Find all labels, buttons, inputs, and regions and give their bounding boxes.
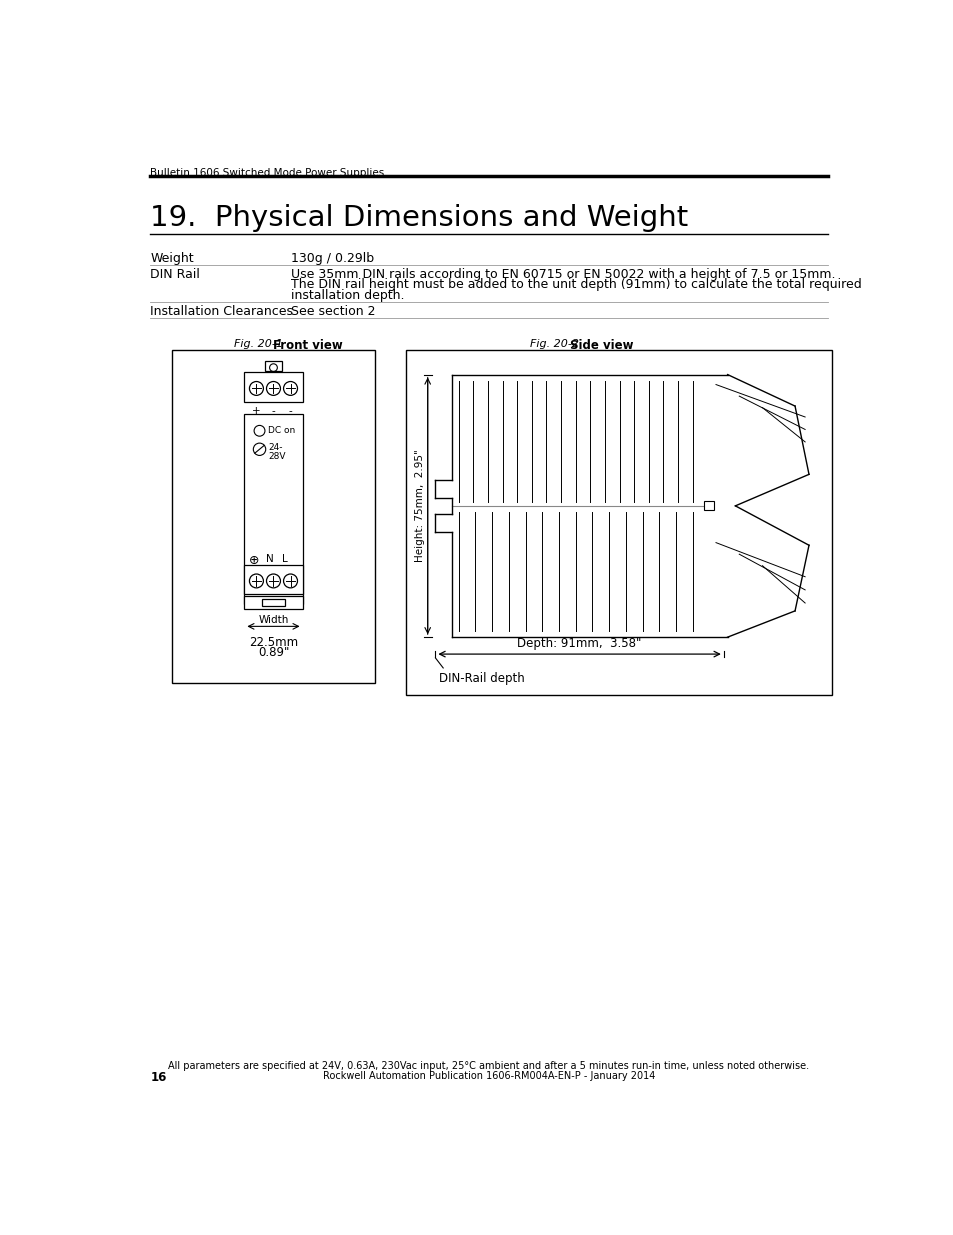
Text: ⊕: ⊕ bbox=[249, 555, 259, 567]
Text: L: L bbox=[282, 555, 288, 564]
Text: 28V: 28V bbox=[268, 452, 285, 461]
Text: Installation Clearances: Installation Clearances bbox=[150, 305, 293, 319]
Text: 0.89": 0.89" bbox=[257, 646, 289, 658]
Bar bbox=[703, 501, 713, 510]
Text: Fig. 20-1: Fig. 20-1 bbox=[233, 340, 283, 350]
Text: 24-: 24- bbox=[268, 443, 282, 452]
Text: Side view: Side view bbox=[570, 340, 633, 352]
Bar bbox=[244, 564, 302, 594]
Text: DIN Rail: DIN Rail bbox=[150, 268, 200, 280]
Text: DC on: DC on bbox=[268, 426, 295, 435]
Text: Rockwell Automation Publication 1606-RM004A-EN-P - January 2014: Rockwell Automation Publication 1606-RM0… bbox=[322, 1072, 655, 1082]
Bar bbox=[244, 597, 302, 609]
Text: +: + bbox=[252, 406, 260, 416]
Text: Use 35mm DIN rails according to EN 60715 or EN 50022 with a height of 7.5 or 15m: Use 35mm DIN rails according to EN 60715… bbox=[291, 268, 835, 280]
Text: DIN-Rail depth: DIN-Rail depth bbox=[439, 672, 524, 684]
Text: 19.  Physical Dimensions and Weight: 19. Physical Dimensions and Weight bbox=[150, 204, 688, 232]
Text: Depth: 91mm,  3.58": Depth: 91mm, 3.58" bbox=[517, 637, 641, 651]
Text: installation depth.: installation depth. bbox=[291, 289, 404, 303]
Bar bbox=[172, 350, 375, 683]
Text: 22.5mm: 22.5mm bbox=[249, 636, 297, 650]
Text: -: - bbox=[272, 406, 275, 416]
Text: The DIN rail height must be added to the unit depth (91mm) to calculate the tota: The DIN rail height must be added to the… bbox=[291, 278, 862, 291]
Text: 130g / 0.29lb: 130g / 0.29lb bbox=[291, 252, 374, 266]
Text: Weight: Weight bbox=[150, 252, 193, 266]
Text: Bulletin 1606 Switched Mode Power Supplies: Bulletin 1606 Switched Mode Power Suppli… bbox=[150, 168, 384, 178]
Bar bbox=[261, 599, 285, 606]
Text: All parameters are specified at 24V, 0.63A, 230Vac input, 25°C ambient and after: All parameters are specified at 24V, 0.6… bbox=[168, 1061, 809, 1071]
Text: Height: 75mm,  2.95": Height: 75mm, 2.95" bbox=[415, 450, 424, 562]
Text: Fig. 20-2: Fig. 20-2 bbox=[530, 340, 578, 350]
Bar bbox=[244, 414, 302, 604]
Text: See section 2: See section 2 bbox=[291, 305, 375, 319]
Bar bbox=[265, 362, 282, 370]
Text: -: - bbox=[289, 406, 292, 416]
Text: Width: Width bbox=[258, 615, 289, 625]
Bar bbox=[244, 372, 302, 401]
Text: N: N bbox=[266, 555, 274, 564]
Text: 16: 16 bbox=[150, 1072, 167, 1084]
Text: Front view: Front view bbox=[273, 340, 342, 352]
Bar bbox=[406, 350, 831, 695]
